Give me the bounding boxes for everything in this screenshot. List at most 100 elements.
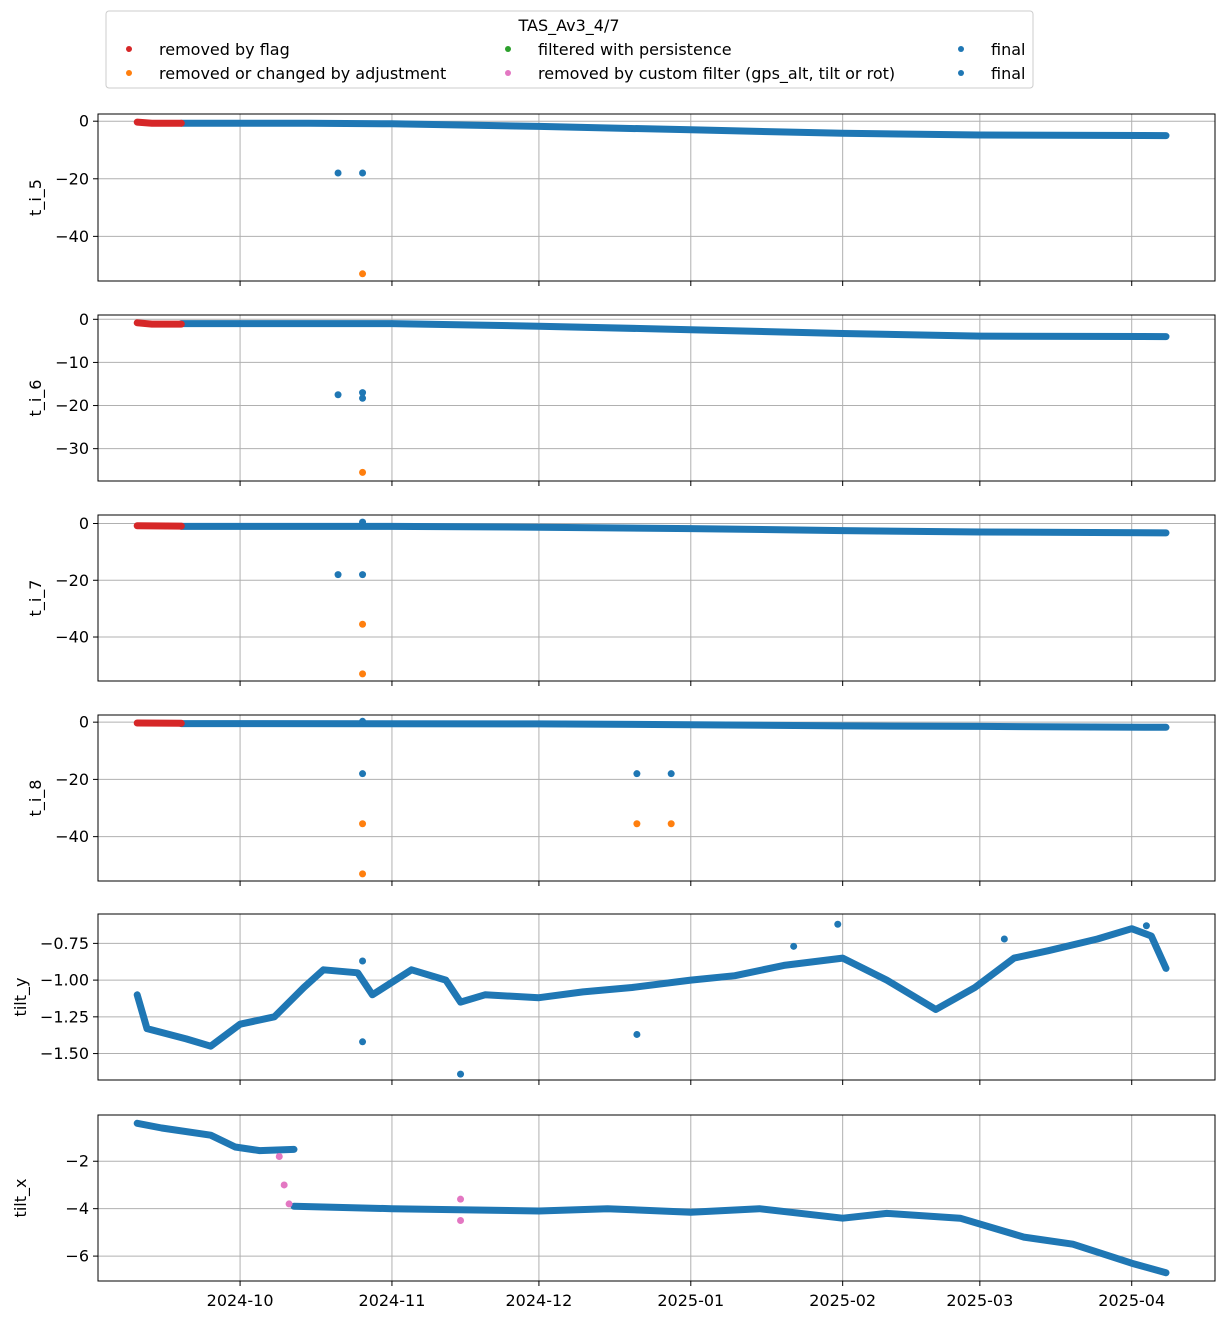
plot-area: [133, 920, 1170, 1078]
legend-label-3: removed by custom filter (gps_alt, tilt …: [538, 64, 895, 84]
data-point: [359, 870, 367, 878]
legend: TAS_Av3_4/7 removed by flag removed or c…: [105, 10, 1034, 89]
data-point: [790, 942, 798, 950]
axes-frame: [97, 514, 1216, 682]
y-tick-label: −20: [55, 571, 89, 590]
x-tick-label: 2025-02: [809, 1291, 876, 1310]
y-tick-label: −40: [55, 827, 89, 846]
data-point: [1142, 922, 1150, 930]
y-axis-label: tilt_y: [11, 978, 31, 1017]
plot-area: [133, 118, 1170, 278]
y-axis-label: t_i_6: [26, 380, 46, 417]
x-tick-label: 2025-01: [657, 1291, 724, 1310]
panel-t_i_5: 0 −20 −40 t_i_5: [26, 112, 1216, 286]
series-final-line: [177, 720, 1170, 731]
data-point: [667, 770, 675, 778]
axes-frame: [97, 314, 1216, 482]
legend-label-4: final: [991, 40, 1025, 59]
y-tick-label: −20: [55, 770, 89, 789]
y-tick-label: 0: [79, 112, 89, 131]
data-point: [834, 920, 842, 928]
axes-frame: [97, 714, 1216, 882]
panel-t_i_7: 0 −20 −40 t_i_7: [26, 514, 1216, 686]
panel-t_i_6: 0 −10 −20 −30 t_i_6: [26, 310, 1216, 486]
data-point: [359, 270, 367, 278]
y-tick-label: −1.00: [40, 971, 89, 990]
plot-area: [133, 717, 1170, 878]
data-point: [359, 620, 367, 628]
x-tick-label: 2025-03: [946, 1291, 1013, 1310]
y-tick-label: −2: [65, 1152, 89, 1171]
axes-frame: [97, 913, 1216, 1081]
panel-tilt_y: −0.75 −1.00 −1.25 −1.50 tilt_y: [11, 913, 1216, 1085]
x-tick-label: 2024-10: [207, 1291, 274, 1310]
y-tick-label: −4: [65, 1199, 89, 1218]
series-removed-by-flag-line: [133, 319, 185, 328]
legend-label-5: final: [991, 64, 1025, 83]
series-final-line: [133, 1119, 298, 1155]
data-point: [275, 1153, 283, 1160]
data-point: [359, 394, 367, 402]
data-point: [1000, 935, 1008, 943]
y-tick-label: −40: [55, 227, 89, 246]
data-point: [280, 1181, 288, 1189]
data-point: [359, 820, 367, 828]
data-point: [359, 1038, 367, 1046]
legend-frame: [105, 10, 1034, 89]
plot-area: [133, 1119, 1170, 1277]
axes-frame: [97, 1114, 1216, 1282]
y-tick-label: 0: [79, 310, 89, 329]
y-tick-label: −20: [55, 396, 89, 415]
legend-marker-2: [505, 46, 511, 52]
data-point: [359, 957, 367, 965]
legend-title: TAS_Av3_4/7: [517, 16, 619, 36]
data-point: [359, 770, 367, 778]
data-point: [457, 1070, 465, 1078]
data-point: [633, 1030, 641, 1038]
data-point: [359, 670, 367, 678]
y-tick-label: −0.75: [40, 934, 89, 953]
data-point: [334, 571, 342, 579]
legend-marker-0: [126, 46, 132, 52]
legend-label-2: filtered with persistence: [538, 40, 732, 59]
y-axis-label: t_i_8: [26, 780, 46, 817]
series-removed-by-flag-line: [133, 118, 185, 127]
data-point: [359, 169, 367, 177]
y-tick-label: 0: [79, 713, 89, 732]
series-final-line: [290, 1202, 1170, 1277]
legend-marker-4: [958, 46, 964, 52]
legend-label-1: removed or changed by adjustment: [159, 64, 446, 83]
y-axis-label: t_i_7: [26, 580, 46, 617]
y-axis-label: tilt_x: [11, 1179, 31, 1218]
series-final-line: [177, 119, 1170, 140]
data-point: [285, 1200, 293, 1208]
x-tick-label: 2024-11: [359, 1291, 426, 1310]
data-point: [334, 391, 342, 399]
plot-area: [133, 319, 1170, 476]
y-tick-label: −1.25: [40, 1007, 89, 1026]
legend-label-0: removed by flag: [159, 40, 290, 59]
y-tick-label: 0: [79, 514, 89, 533]
data-point: [359, 571, 367, 579]
y-axis-label: t_i_5: [26, 179, 46, 216]
plot-area: [133, 518, 1170, 678]
panel-t_i_8: 0 −20 −40 t_i_8: [26, 713, 1216, 886]
axes-frame: [97, 113, 1216, 282]
y-tick-label: −20: [55, 169, 89, 188]
data-point: [359, 717, 367, 725]
y-tick-label: −10: [55, 353, 89, 372]
data-point: [359, 389, 367, 397]
data-point: [359, 518, 367, 526]
x-tick-label: 2025-04: [1098, 1291, 1165, 1310]
data-point: [457, 1217, 465, 1225]
panels: 0−20−40t_i_50−10−20−30t_i_60−20−40t_i_70…: [11, 112, 1216, 1310]
data-point: [633, 770, 641, 778]
series-final-line: [133, 925, 1170, 1050]
series-final-line: [177, 320, 1170, 341]
legend-marker-1: [126, 70, 132, 76]
panel-tilt_x: −2 −4 −6 2024-10 2024-11 2024-12 2025-01 2025-0…: [11, 1114, 1216, 1310]
y-tick-label: −30: [55, 439, 89, 458]
legend-marker-3: [505, 70, 511, 76]
x-tick-label: 2024-12: [505, 1291, 572, 1310]
